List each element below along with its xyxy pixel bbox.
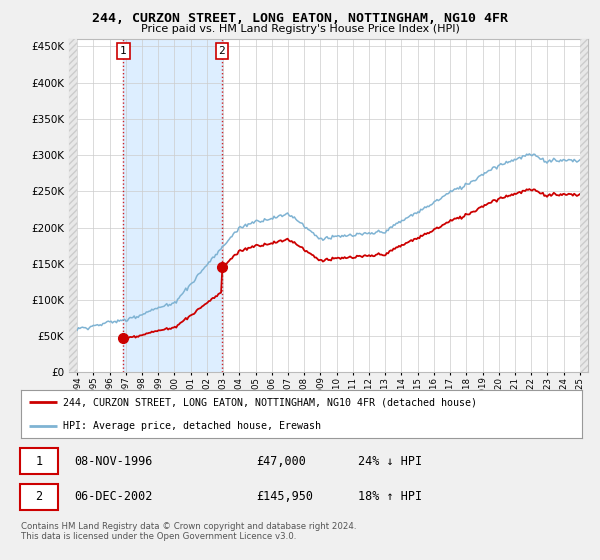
Text: Contains HM Land Registry data © Crown copyright and database right 2024.
This d: Contains HM Land Registry data © Crown c… (21, 522, 356, 542)
Text: 244, CURZON STREET, LONG EATON, NOTTINGHAM, NG10 4FR (detached house): 244, CURZON STREET, LONG EATON, NOTTINGH… (63, 397, 477, 407)
Text: 2: 2 (35, 491, 43, 503)
Text: Price paid vs. HM Land Registry's House Price Index (HPI): Price paid vs. HM Land Registry's House … (140, 24, 460, 34)
Text: £47,000: £47,000 (257, 455, 307, 468)
Text: 06-DEC-2002: 06-DEC-2002 (74, 491, 152, 503)
Bar (124, 39, 222, 372)
Text: 24% ↓ HPI: 24% ↓ HPI (358, 455, 422, 468)
FancyBboxPatch shape (20, 449, 58, 474)
Text: 1: 1 (35, 455, 43, 468)
Text: £145,950: £145,950 (257, 491, 314, 503)
Text: 08-NOV-1996: 08-NOV-1996 (74, 455, 152, 468)
Text: 2: 2 (218, 46, 225, 56)
Bar (580, 39, 588, 372)
Text: 18% ↑ HPI: 18% ↑ HPI (358, 491, 422, 503)
Text: 1: 1 (120, 46, 127, 56)
FancyBboxPatch shape (20, 484, 58, 510)
Bar (69, 39, 77, 372)
Text: HPI: Average price, detached house, Erewash: HPI: Average price, detached house, Erew… (63, 421, 321, 431)
Text: 244, CURZON STREET, LONG EATON, NOTTINGHAM, NG10 4FR: 244, CURZON STREET, LONG EATON, NOTTINGH… (92, 12, 508, 25)
